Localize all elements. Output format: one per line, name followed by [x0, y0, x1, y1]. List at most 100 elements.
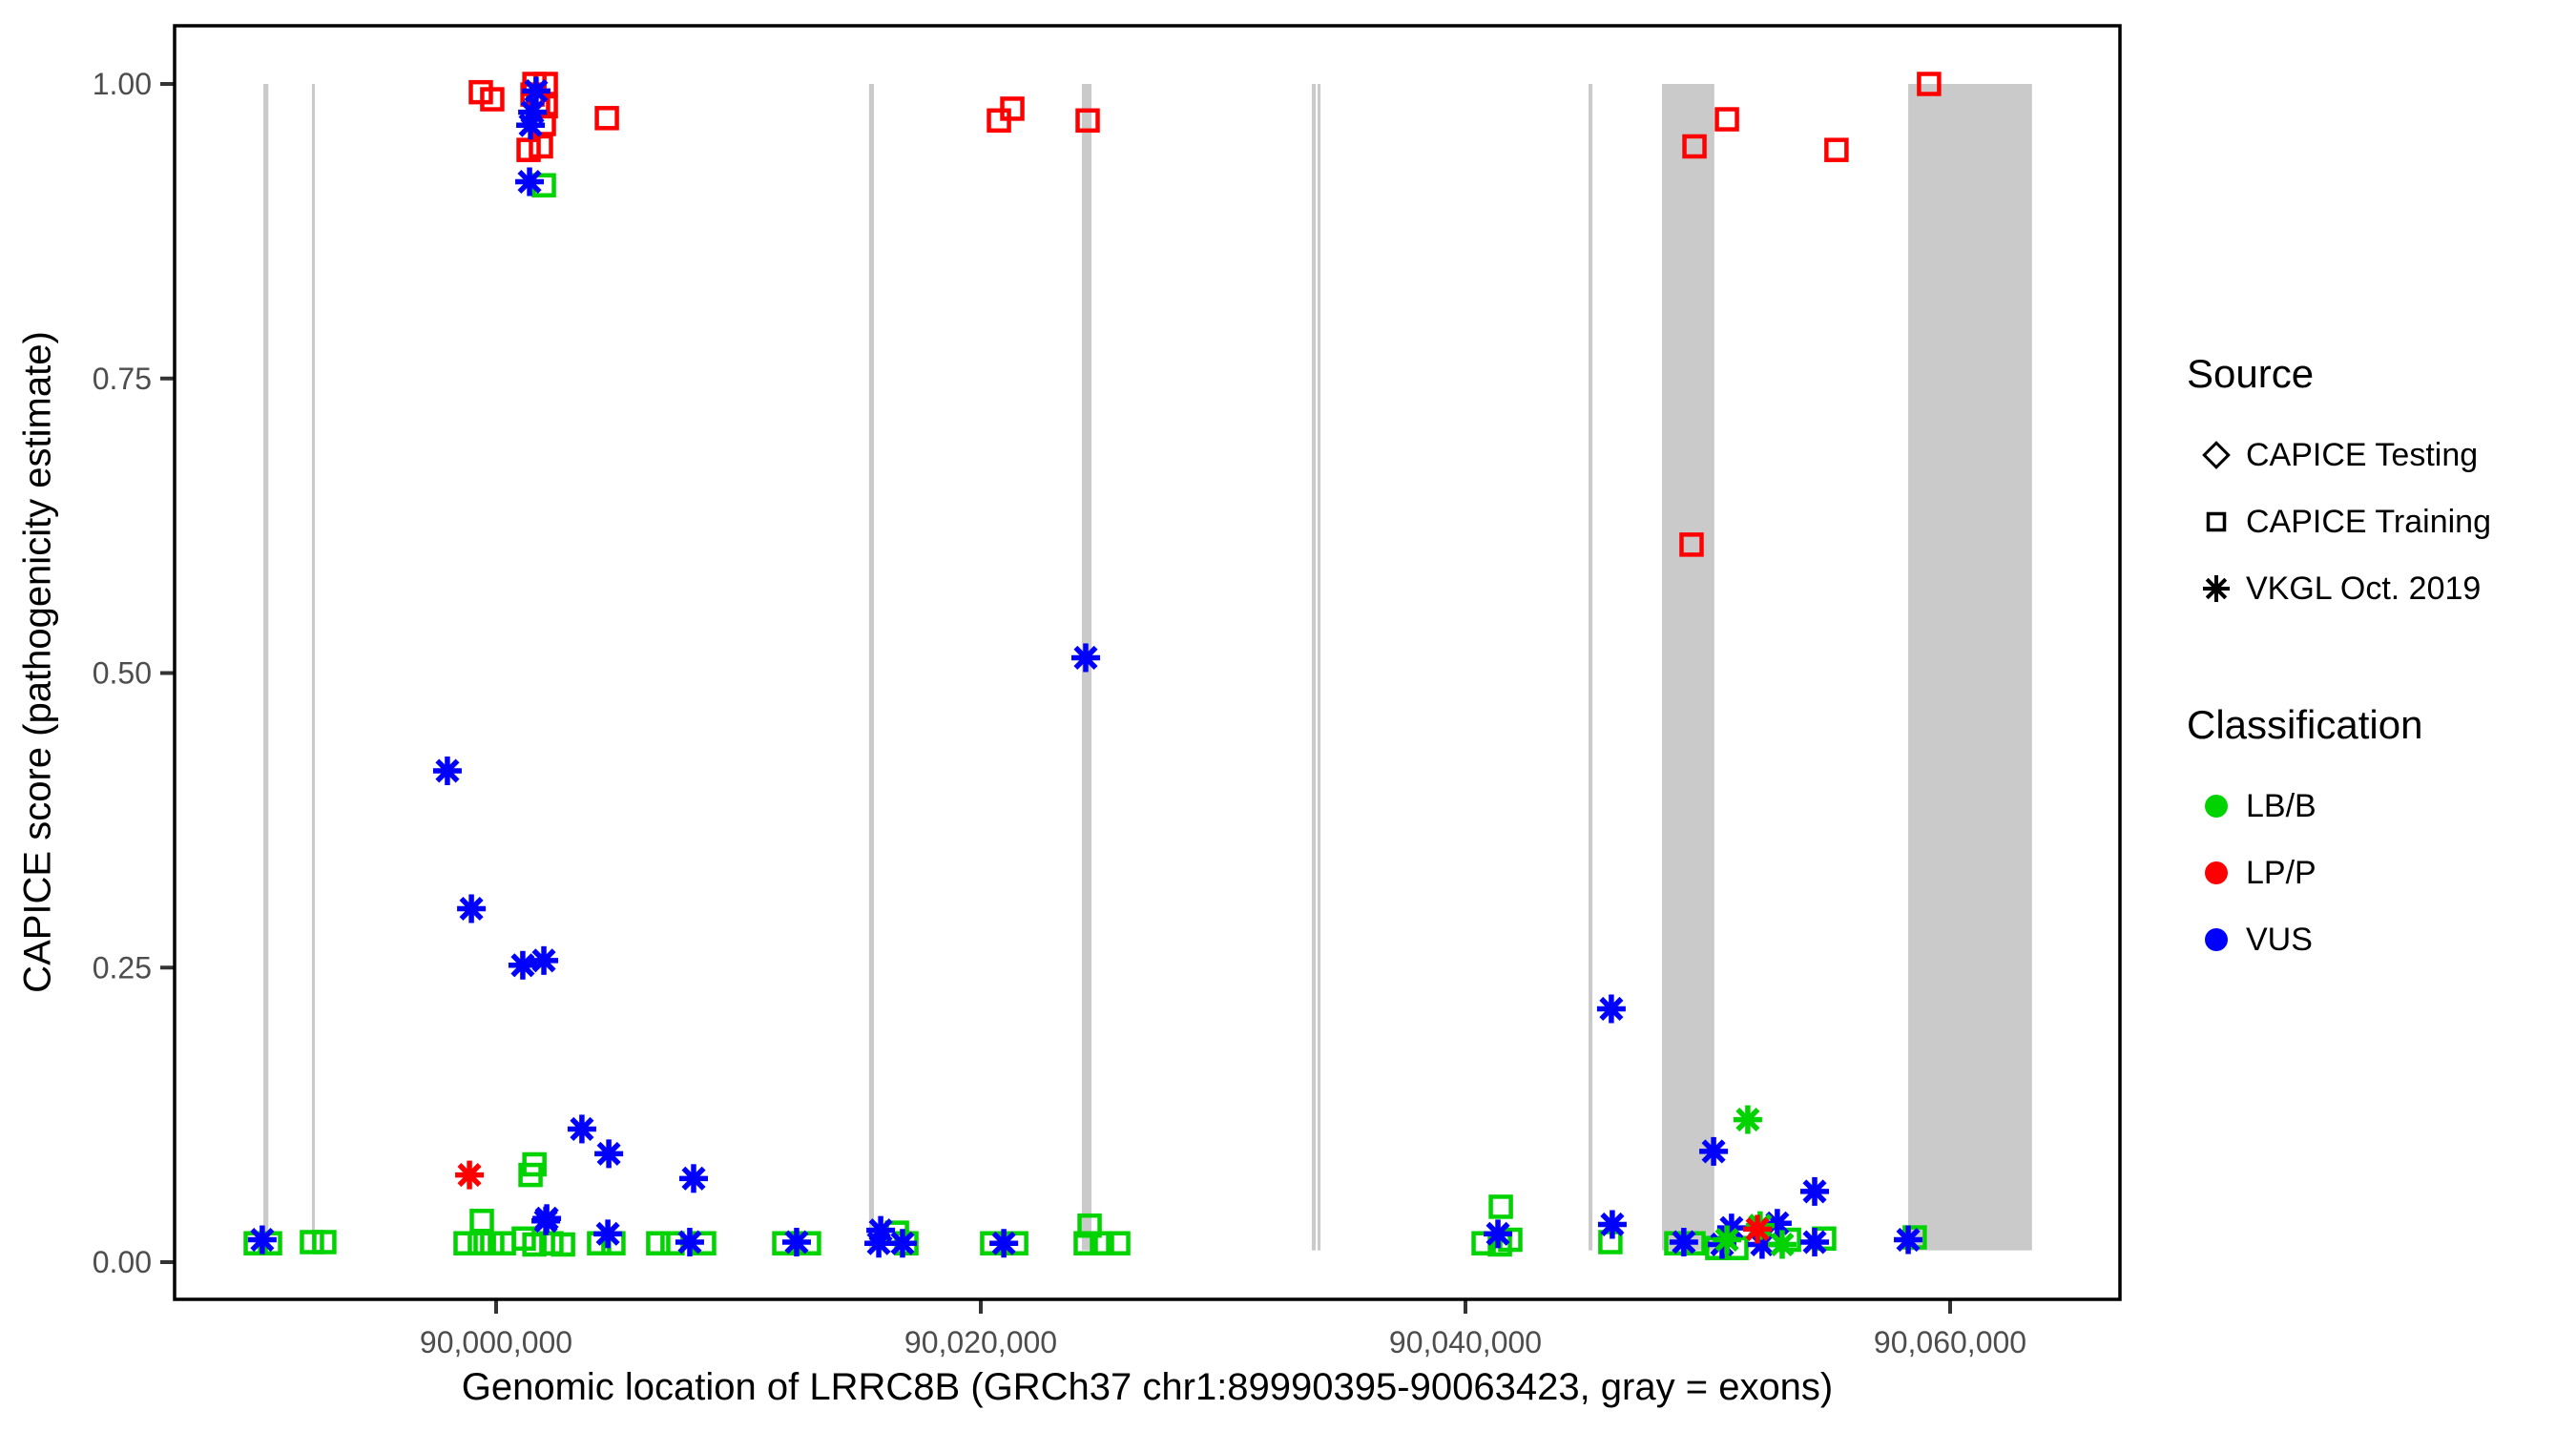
data-point-square: [1106, 1231, 1131, 1255]
legend-classification-title: Classification: [2187, 702, 2423, 747]
exon-band: [1661, 84, 1714, 1251]
data-point-square: [312, 1230, 337, 1255]
legend-source: Source CAPICE Testing CAPICE Training: [2187, 351, 2568, 622]
data-point-asterisk: [432, 757, 462, 786]
data-point-square: [1714, 107, 1739, 132]
legend-item-lbb: LB/B: [2187, 773, 2568, 840]
exon-band: [263, 84, 269, 1251]
exon-band: [1589, 84, 1593, 1251]
data-point-square: [551, 1232, 575, 1257]
data-point-asterisk: [781, 1228, 811, 1257]
data-point-square: [646, 1231, 671, 1255]
legend-item-label: CAPICE Training: [2246, 503, 2491, 540]
legend-item-label: CAPICE Testing: [2246, 436, 2479, 473]
y-axis-title: CAPICE score (pathogenicity estimate): [16, 331, 59, 993]
data-point-asterisk: [516, 111, 546, 140]
data-point-asterisk: [531, 1206, 561, 1235]
legend-item-capice-testing: CAPICE Testing: [2187, 422, 2568, 488]
data-point-square: [529, 134, 553, 159]
data-point-asterisk: [1800, 1176, 1830, 1206]
data-point-asterisk: [1484, 1219, 1513, 1249]
data-point-asterisk: [247, 1225, 277, 1255]
data-point-square: [1075, 108, 1100, 134]
y-tick-label: 0.75: [93, 362, 152, 396]
data-point-square: [300, 1230, 324, 1255]
data-point-asterisk: [1733, 1105, 1762, 1134]
data-point-asterisk: [1894, 1225, 1923, 1255]
x-tick-label: 90,040,000: [1389, 1325, 1542, 1359]
data-point-asterisk: [675, 1228, 704, 1257]
data-point-square: [518, 1162, 543, 1188]
data-point-asterisk: [594, 1139, 624, 1169]
data-point-asterisk: [989, 1229, 1019, 1258]
data-point-square: [1073, 1231, 1098, 1255]
data-point-asterisk: [593, 1219, 623, 1249]
data-point-asterisk: [508, 950, 537, 980]
data-point-square: [467, 1231, 492, 1255]
data-point-asterisk: [1713, 1225, 1742, 1255]
legend-item-label: LP/P: [2246, 854, 2316, 891]
x-tick-label: 90,020,000: [904, 1325, 1057, 1359]
square-icon: [2187, 501, 2246, 543]
data-point-square: [453, 1231, 478, 1255]
data-point-square: [522, 1232, 547, 1257]
data-point-square: [1000, 96, 1025, 121]
data-point-asterisk: [1596, 994, 1626, 1024]
data-point-asterisk: [1699, 1136, 1729, 1166]
lbb-dot-icon: [2187, 795, 2246, 818]
y-tick-label: 0.50: [93, 656, 152, 691]
legend: Source CAPICE Testing CAPICE Training: [2187, 351, 2568, 1053]
plot-panel: [175, 26, 2120, 1299]
data-point-square: [1077, 1213, 1102, 1238]
y-tick-label: 1.00: [93, 67, 152, 101]
legend-item-vus: VUS: [2187, 906, 2568, 973]
data-point-square: [594, 106, 619, 131]
data-point-square: [480, 87, 505, 112]
data-point-asterisk: [1070, 643, 1100, 673]
legend-item-label: VUS: [2246, 921, 2313, 958]
legend-item-capice-training: CAPICE Training: [2187, 488, 2568, 555]
data-point-square: [469, 1209, 494, 1234]
asterisk-icon: [2187, 568, 2246, 610]
x-tick-label: 90,060,000: [1874, 1325, 2026, 1359]
data-point-asterisk: [1669, 1228, 1698, 1257]
lpp-dot-icon: [2187, 861, 2246, 884]
legend-source-title: Source: [2187, 351, 2315, 396]
exon-band: [311, 84, 316, 1251]
diamond-icon: [2187, 434, 2246, 476]
data-point-square: [1090, 1231, 1114, 1255]
legend-item-lpp: LP/P: [2187, 840, 2568, 906]
y-tick-label: 0.00: [93, 1245, 152, 1279]
data-point-asterisk: [455, 1160, 485, 1190]
data-point-asterisk: [1743, 1214, 1773, 1244]
exon-band: [868, 84, 874, 1251]
exon-band: [1318, 84, 1321, 1251]
data-point-asterisk: [521, 76, 551, 106]
data-point-asterisk: [515, 167, 545, 197]
x-axis-title: Genomic location of LRRC8B (GRCh37 chr1:…: [461, 1366, 1834, 1408]
y-tick-label: 0.25: [93, 950, 152, 985]
data-point-asterisk: [530, 945, 559, 975]
data-point-square: [1488, 1194, 1513, 1219]
legend-item-label: LB/B: [2246, 787, 2316, 824]
data-point-asterisk: [679, 1164, 709, 1193]
exon-band: [1908, 84, 2032, 1251]
data-point-asterisk: [1800, 1228, 1830, 1257]
panel-border: [173, 24, 2122, 1301]
exon-band: [1311, 84, 1317, 1251]
data-point-square: [1917, 72, 1942, 96]
data-point-square: [516, 137, 541, 162]
vus-dot-icon: [2187, 928, 2246, 951]
data-point-square: [1824, 137, 1849, 162]
legend-item-label: VKGL Oct. 2019: [2246, 570, 2482, 607]
data-point-asterisk: [1597, 1210, 1627, 1239]
data-point-square: [1679, 532, 1704, 557]
legend-classification: Classification LB/B LP/P VUS: [2187, 702, 2568, 973]
data-point-asterisk: [1767, 1230, 1797, 1259]
data-point-asterisk: [887, 1229, 917, 1258]
legend-item-vkgl: VKGL Oct. 2019: [2187, 555, 2568, 622]
x-tick-label: 90,000,000: [420, 1325, 572, 1359]
data-point-square: [1682, 134, 1707, 159]
